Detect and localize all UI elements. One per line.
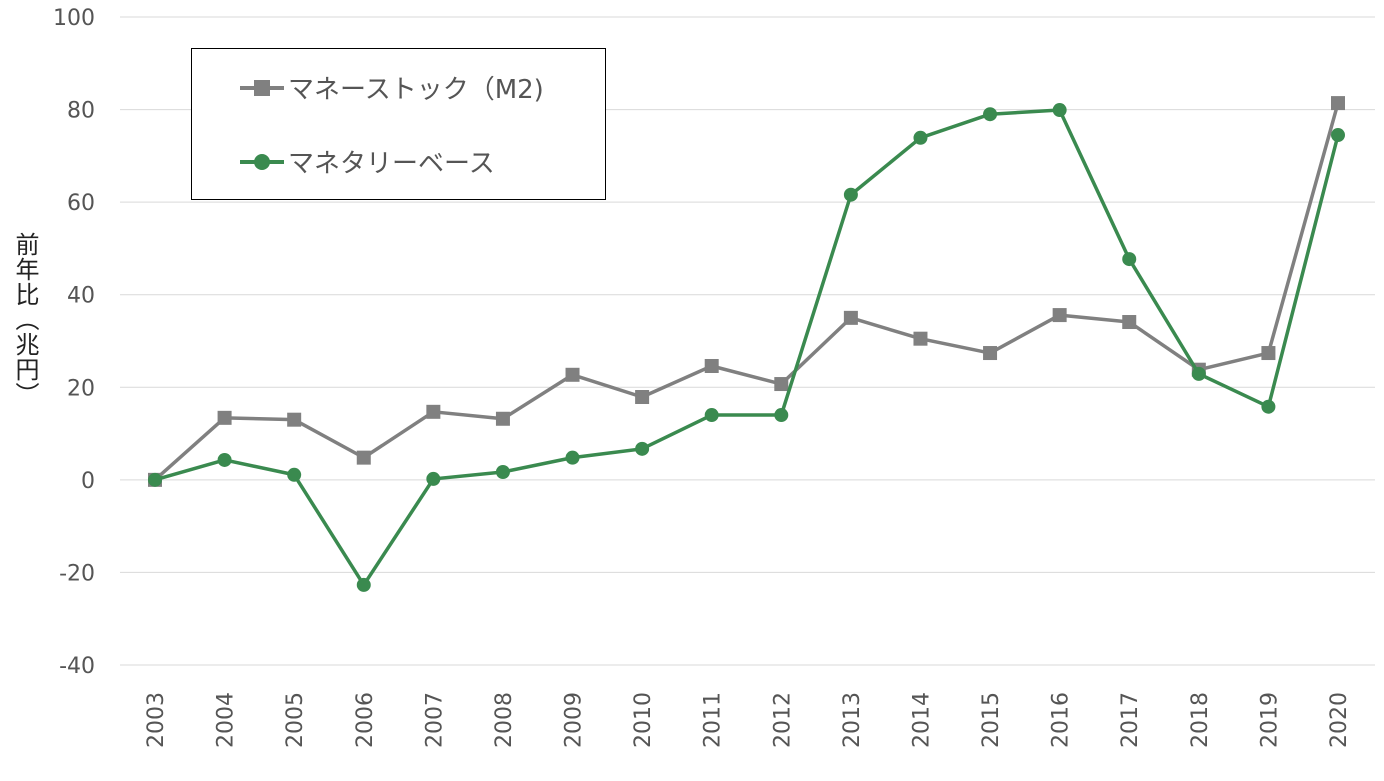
- y-tick-label: 0: [81, 469, 95, 494]
- data-point: [217, 410, 232, 425]
- data-point: [1052, 103, 1067, 118]
- data-point: [983, 346, 998, 361]
- data-point: [426, 404, 441, 419]
- series-line: [154, 108, 1340, 587]
- y-tick-label: 100: [53, 6, 95, 31]
- data-point: [704, 408, 719, 423]
- data-point: [565, 367, 580, 382]
- circle-marker-icon: [240, 153, 284, 170]
- x-tick-label: 2019: [1257, 692, 1282, 748]
- y-tick-label: 40: [67, 284, 95, 309]
- data-point: [843, 310, 858, 325]
- x-tick-label: 2010: [631, 692, 656, 748]
- data-point: [356, 450, 371, 465]
- x-tick-label: 2004: [214, 692, 239, 748]
- data-point: [565, 450, 580, 465]
- legend: マネーストック（M2) マネタリーベース: [191, 48, 606, 200]
- data-point: [1331, 96, 1345, 111]
- data-point: [495, 464, 510, 479]
- x-tick-label: 2016: [1049, 692, 1074, 748]
- data-point: [983, 107, 998, 122]
- y-tick-label: 80: [67, 99, 95, 124]
- legend-item-monetary-base: マネタリーベース: [240, 143, 495, 180]
- data-point: [1122, 315, 1137, 330]
- x-tick-label: 2008: [492, 692, 517, 748]
- data-point: [495, 411, 510, 426]
- data-point: [913, 130, 928, 145]
- data-point: [913, 331, 928, 346]
- y-tick-label: -40: [59, 654, 95, 679]
- x-tick-label: 2014: [909, 692, 934, 748]
- data-point: [704, 358, 719, 373]
- x-tick-label: 2005: [283, 692, 308, 748]
- data-point: [1331, 128, 1345, 143]
- legend-label: マネタリーベース: [288, 149, 495, 179]
- x-tick-label: 2007: [422, 692, 447, 748]
- y-tick-label: 20: [67, 376, 95, 401]
- data-point: [774, 377, 789, 392]
- x-tick-label: 2020: [1327, 692, 1352, 748]
- y-tick-label: 60: [67, 191, 95, 216]
- y-tick-label: -20: [59, 561, 95, 586]
- x-tick-label: 2013: [840, 692, 865, 748]
- data-point: [217, 452, 232, 467]
- x-tick-label: 2012: [770, 692, 795, 748]
- x-tick-label: 2006: [353, 692, 378, 748]
- data-point: [1261, 346, 1276, 361]
- data-point: [1261, 399, 1276, 414]
- legend-item-m2: マネーストック（M2): [240, 69, 544, 106]
- data-point: [1191, 366, 1206, 381]
- data-point: [1052, 308, 1067, 323]
- y-axis-label: 前年比（兆円）: [11, 232, 39, 407]
- x-tick-label: 2009: [562, 692, 587, 748]
- x-tick-label: 2018: [1188, 692, 1213, 748]
- data-point: [774, 408, 789, 423]
- data-point: [1122, 252, 1137, 267]
- x-tick-label: 2003: [144, 692, 169, 748]
- square-marker-icon: [240, 79, 284, 96]
- data-point: [635, 441, 650, 456]
- x-tick-label: 2017: [1118, 692, 1143, 748]
- data-point: [843, 187, 858, 202]
- data-point: [287, 467, 302, 482]
- data-point: [635, 390, 650, 405]
- data-point: [148, 472, 162, 487]
- series-line: [153, 102, 1340, 482]
- legend-label: マネーストック（M2): [288, 75, 544, 105]
- x-tick-label: 2011: [701, 692, 726, 748]
- data-point: [356, 577, 371, 592]
- data-point: [287, 412, 302, 427]
- data-point: [426, 471, 441, 486]
- x-tick-label: 2015: [979, 692, 1004, 748]
